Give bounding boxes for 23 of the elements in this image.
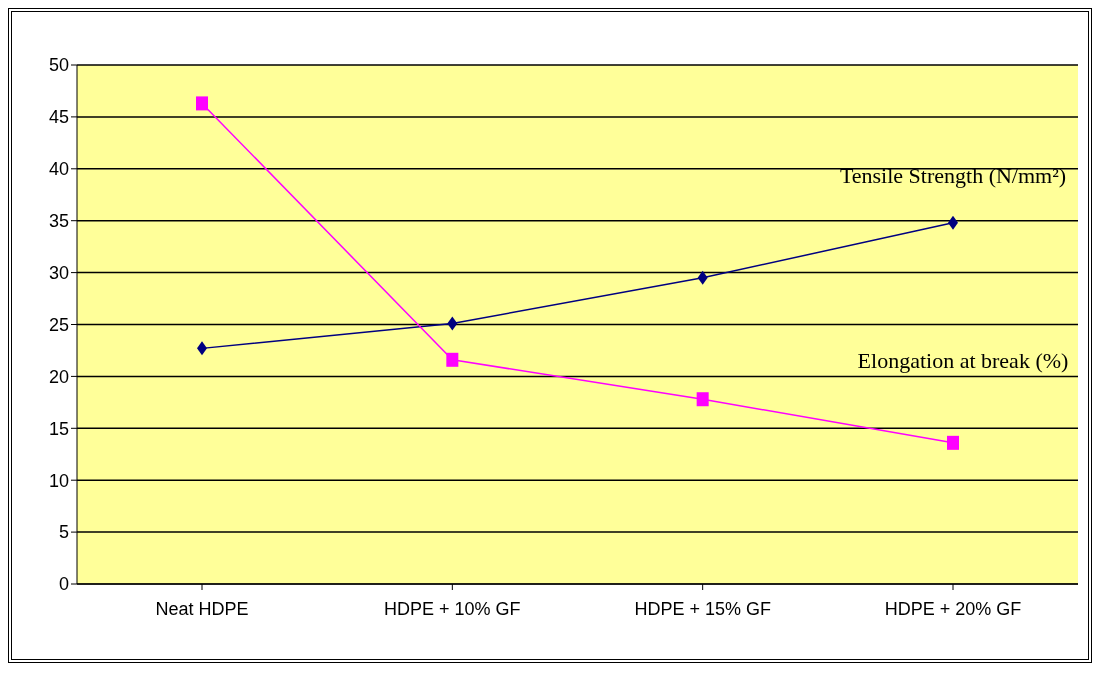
point	[697, 270, 708, 285]
y-tick-label: 5	[58, 522, 69, 543]
point	[947, 435, 959, 450]
point	[696, 392, 709, 407]
x-tick-label: Neat HDPE	[155, 598, 249, 619]
y-tick-label: 15	[48, 418, 69, 439]
y-tick-label: 30	[48, 262, 69, 283]
x-tick-label: HDPE + 20% GF	[884, 598, 1022, 619]
y-tick-label: 40	[48, 159, 69, 180]
point	[446, 352, 459, 367]
y-tick-label: 10	[48, 470, 69, 491]
y-tick-label: 25	[48, 314, 69, 335]
point	[196, 96, 208, 111]
series-label: Tensile Strength (N/mm²)	[839, 162, 1067, 188]
point	[447, 316, 458, 331]
x-tick-label: HDPE + 15% GF	[634, 598, 771, 619]
y-tick-label: 0	[58, 574, 69, 595]
y-tick-label: 35	[48, 211, 69, 232]
y-tick-label: 20	[48, 366, 69, 387]
x-tick-label: HDPE + 10% GF	[384, 598, 521, 619]
y-tick-label: 45	[48, 107, 69, 128]
y-tick-label: 50	[48, 55, 69, 76]
text: Elongation at break (%)	[857, 347, 1069, 373]
